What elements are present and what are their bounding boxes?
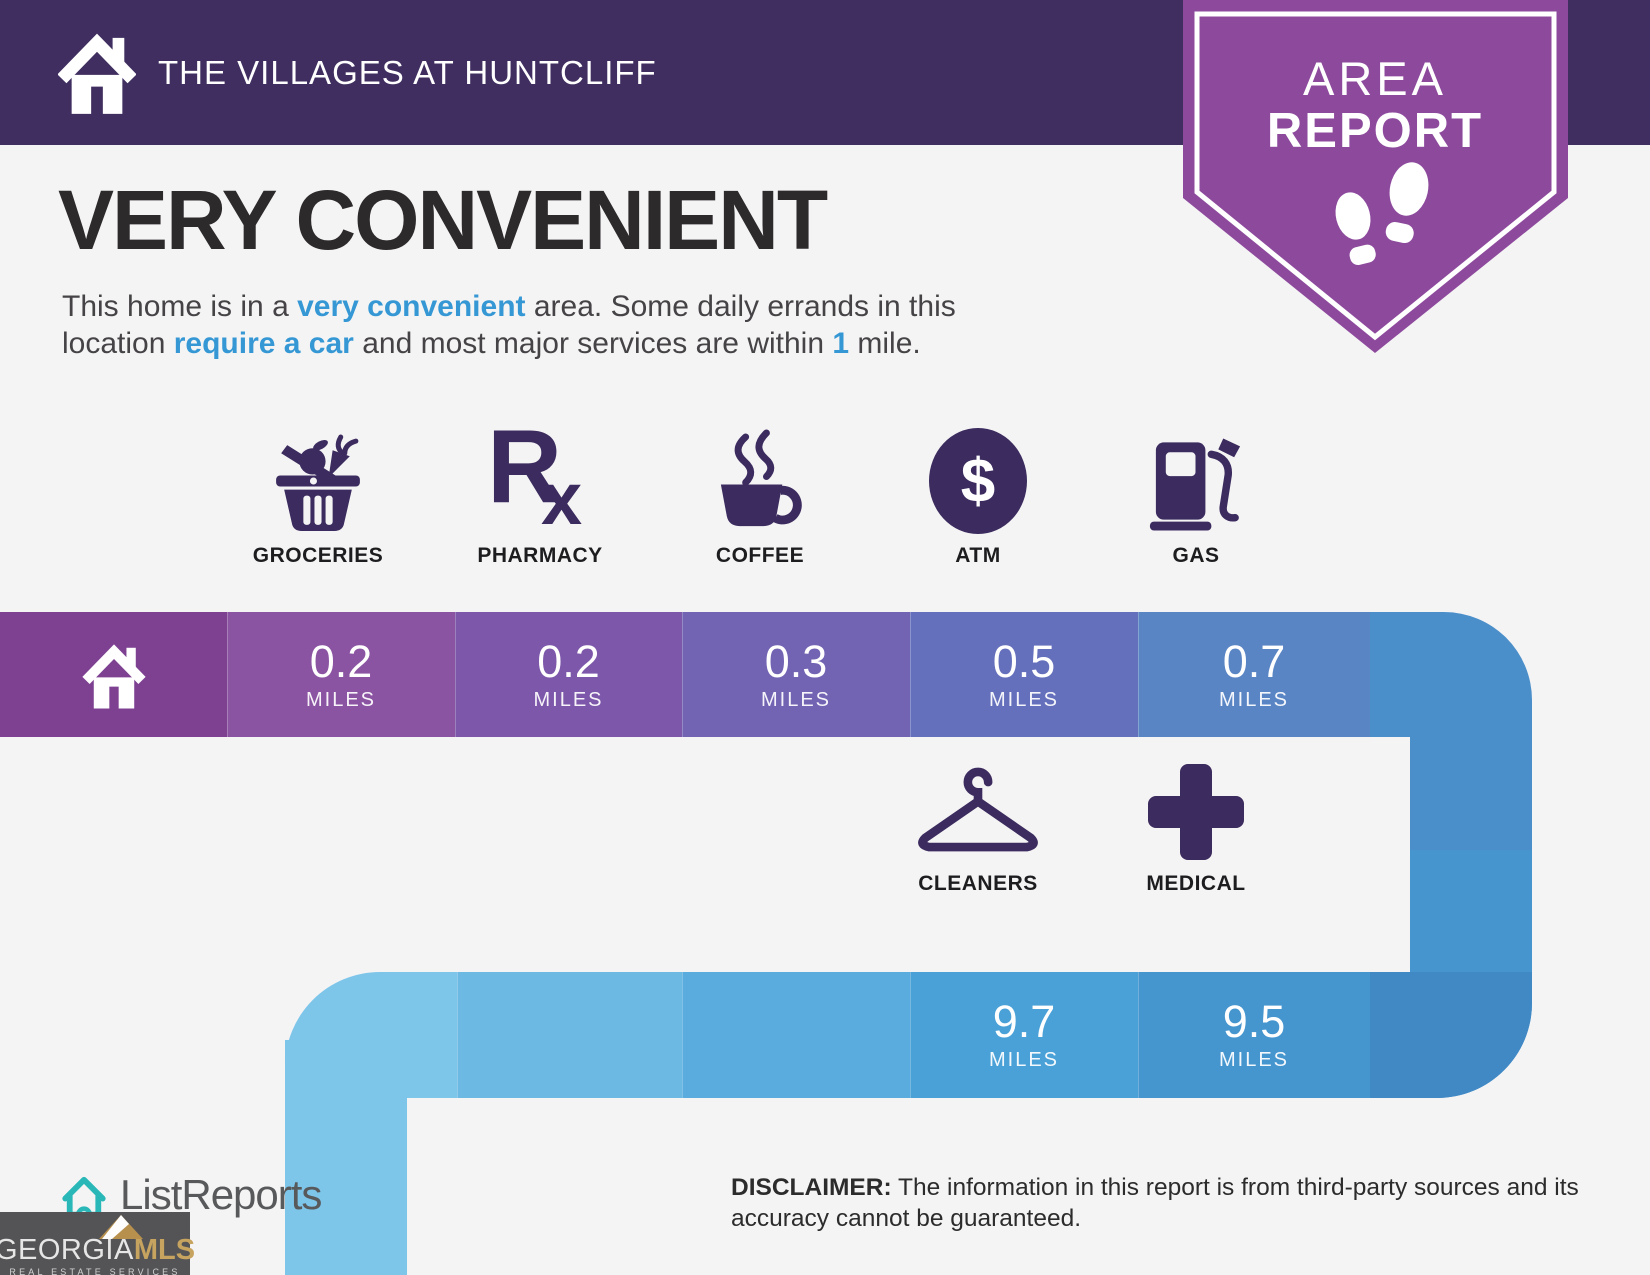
place-pharmacy: R x PHARMACY bbox=[450, 409, 630, 568]
distance-unit: MILES bbox=[1218, 1049, 1290, 1071]
rx-r: R bbox=[487, 409, 563, 525]
place-coffee: COFFEE bbox=[670, 420, 850, 568]
place-gas: GAS bbox=[1106, 420, 1286, 568]
dollar-sign: $ bbox=[960, 446, 996, 516]
distance-cell-gas: 0.7 MILES bbox=[1138, 612, 1370, 737]
badge-line2: REPORT bbox=[1267, 104, 1483, 158]
intro-highlight-mile: 1 bbox=[832, 327, 850, 360]
mls-mountain-icon bbox=[99, 1215, 143, 1239]
distance-value: 0.3 bbox=[764, 635, 828, 687]
cleaners-icon bbox=[888, 748, 1068, 862]
place-groceries: GROCERIES bbox=[228, 420, 408, 568]
disclaimer-text: The information in this report is from t… bbox=[731, 1174, 1579, 1232]
route-segment bbox=[285, 972, 457, 1098]
distance-value: 0.2 bbox=[309, 635, 373, 687]
intro-highlight-car: require a car bbox=[173, 327, 354, 360]
distance-unit: MILES bbox=[988, 688, 1060, 711]
place-label: MEDICAL bbox=[1146, 872, 1246, 895]
mls-tagline: REAL ESTATE SERVICES bbox=[9, 1267, 181, 1275]
distance-unit: MILES bbox=[305, 688, 377, 711]
pharmacy-icon: R x bbox=[450, 409, 630, 540]
place-label: GROCERIES bbox=[252, 544, 384, 567]
area-report-badge: AREA REPORT bbox=[1183, 0, 1568, 353]
distance-cell-pharmacy: 0.2 MILES bbox=[455, 612, 682, 737]
home-cell bbox=[0, 612, 227, 737]
mls-name-georgia: GEORGIA bbox=[0, 1234, 134, 1266]
route-strip-right-upper bbox=[1410, 730, 1532, 850]
footprints-icon bbox=[1335, 162, 1429, 265]
place-label: ATM bbox=[955, 544, 1001, 567]
distance-value: 0.7 bbox=[1222, 635, 1286, 687]
place-label: CLEANERS bbox=[918, 872, 1038, 895]
distance-cell-cleaners: 9.7 MILES bbox=[910, 972, 1138, 1098]
distance-unit: MILES bbox=[760, 688, 832, 711]
place-label: GAS bbox=[1172, 544, 1220, 567]
home-icon bbox=[58, 33, 136, 114]
distance-value: 9.5 bbox=[1222, 996, 1286, 1047]
listreports-wordmark: ListReports bbox=[120, 1171, 322, 1218]
atm-icon: $ bbox=[888, 420, 1068, 534]
distance-value: 9.7 bbox=[992, 996, 1056, 1047]
intro-text: mile. bbox=[849, 327, 921, 360]
intro-text: area. Some daily errands in this bbox=[525, 290, 956, 323]
route-band-bottom: 9.7 MILES 9.5 MILES bbox=[285, 972, 1370, 1098]
intro-text: location bbox=[62, 327, 174, 360]
intro-paragraph: This home is in a very convenient area. … bbox=[62, 288, 1122, 362]
route-segment bbox=[457, 972, 682, 1098]
route-band-bottom-corner bbox=[1370, 972, 1532, 1098]
route-inner-mask-middle bbox=[790, 737, 1410, 972]
place-atm: $ ATM bbox=[888, 420, 1068, 568]
distance-value: 0.5 bbox=[992, 635, 1056, 687]
place-cleaners: CLEANERS bbox=[888, 748, 1068, 896]
distance-value: 0.2 bbox=[537, 635, 600, 687]
coffee-icon bbox=[670, 420, 850, 534]
distance-cell-atm: 0.5 MILES bbox=[910, 612, 1138, 737]
intro-highlight-convenient: very convenient bbox=[297, 290, 526, 323]
disclaimer-label: DISCLAIMER: bbox=[731, 1174, 892, 1201]
intro-text: and most major services are within bbox=[353, 327, 833, 360]
listreports-logo: ListReports bbox=[58, 1170, 322, 1220]
distance-cell-coffee: 0.3 MILES bbox=[682, 612, 910, 737]
georgia-mls-logo: GEORGIA MLS REAL ESTATE SERVICES bbox=[0, 1212, 195, 1275]
rx-x: x bbox=[541, 457, 583, 540]
route-inner-mask-bottom bbox=[407, 1098, 1650, 1275]
distance-cell-groceries: 0.2 MILES bbox=[227, 612, 455, 737]
groceries-icon bbox=[228, 420, 408, 534]
mls-name-mls: MLS bbox=[133, 1234, 196, 1266]
report-title: THE VILLAGES AT HUNTCLIFF bbox=[158, 53, 657, 91]
page-title: VERY CONVENIENT bbox=[58, 173, 828, 267]
place-label: PHARMACY bbox=[477, 544, 603, 567]
gas-icon bbox=[1106, 420, 1286, 534]
place-label: COFFEE bbox=[715, 544, 805, 567]
route-band-top: 0.2 MILES 0.2 MILES 0.3 MILES 0.5 MILES … bbox=[0, 612, 1370, 737]
place-medical: MEDICAL bbox=[1106, 748, 1286, 896]
disclaimer: DISCLAIMER: The information in this repo… bbox=[731, 1172, 1589, 1234]
home-icon bbox=[81, 643, 146, 708]
medical-icon bbox=[1106, 748, 1286, 862]
badge-line1: AREA bbox=[1303, 52, 1447, 105]
distance-unit: MILES bbox=[988, 1049, 1060, 1071]
distance-unit: MILES bbox=[533, 688, 604, 711]
distance-unit: MILES bbox=[1218, 688, 1290, 711]
route-segment bbox=[682, 972, 910, 1098]
distance-cell-medical: 9.5 MILES bbox=[1138, 972, 1370, 1098]
intro-text: This home is in a bbox=[62, 290, 298, 323]
